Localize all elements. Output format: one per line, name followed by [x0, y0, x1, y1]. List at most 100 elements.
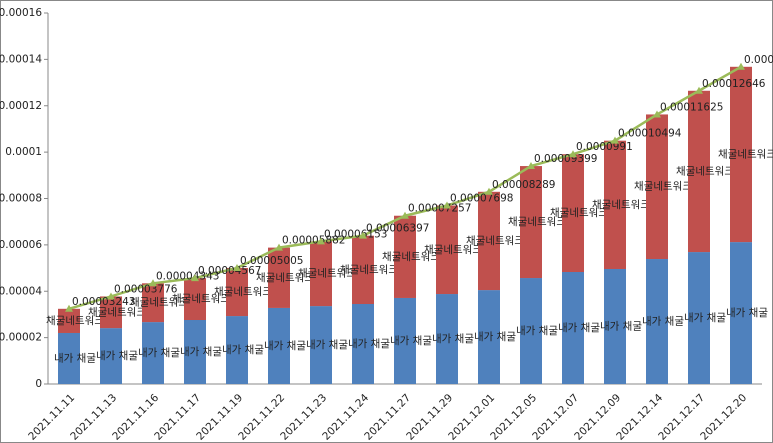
segment-label: 내가 채굴: [726, 307, 768, 319]
line-marker: [653, 110, 661, 118]
y-tick-label: 0.00006: [0, 239, 42, 251]
segment-label: 내가 채굴: [180, 346, 222, 358]
line-value-label: 0.00003243: [72, 296, 135, 308]
bar-segment: [688, 252, 710, 384]
segment-label: 채굴네트워크: [718, 147, 773, 160]
line-marker: [443, 201, 451, 209]
bar-segment: [520, 166, 542, 279]
bar-segment: [100, 328, 122, 384]
segment-label: 채굴네트워크: [130, 296, 188, 309]
bar-segment: [310, 241, 332, 307]
y-tick-label: 0.00016: [0, 7, 42, 19]
line-value-label: 0.00012646: [702, 78, 766, 90]
line-marker: [275, 243, 283, 251]
line-marker: [359, 231, 367, 239]
y-tick-label: 0.00004: [0, 285, 42, 297]
line-marker: [569, 150, 577, 158]
segment-label: 채굴네트워크: [340, 263, 398, 276]
segment-label: 채굴네트워크: [592, 198, 650, 211]
bar-segment: [562, 154, 584, 273]
bar-segment: [142, 283, 164, 323]
segment-label: 채굴네트워크: [172, 292, 230, 305]
y-tick-label: 0: [35, 378, 42, 390]
line-marker: [191, 274, 199, 282]
bar-segment: [100, 296, 122, 329]
line-value-label: 0.00009399: [534, 153, 597, 165]
segment-label: 내가 채굴: [642, 316, 684, 328]
bar-segment: [436, 294, 458, 384]
segment-label: 채굴네트워크: [424, 243, 482, 256]
bar-segment: [268, 307, 290, 384]
line-marker: [149, 279, 157, 287]
segment-label: 채굴네트워크: [298, 267, 356, 280]
segment-label: 채굴네트워크: [214, 285, 272, 298]
line-value-label: 0.00008289: [492, 179, 555, 191]
bar-segment: [352, 304, 374, 384]
segment-label: 채굴네트워크: [550, 206, 608, 219]
bar-segment: [646, 259, 668, 384]
bar-segment: [310, 306, 332, 384]
line-marker: [611, 136, 619, 144]
line-marker: [401, 211, 409, 219]
bar-segment: [730, 66, 752, 243]
bar-segment: [604, 140, 626, 269]
bar-segment: [394, 297, 416, 384]
y-tick-label: 0.00014: [0, 53, 42, 65]
bar-segment: [394, 215, 416, 298]
bar-segment: [478, 191, 500, 291]
line-value-label: 0.00005882: [282, 235, 345, 247]
segment-label: 내가 채굴: [516, 325, 558, 337]
segment-label: 채굴네트워크: [466, 234, 524, 247]
line-value-label: 0.0001368: [744, 54, 773, 66]
bar-segment: [142, 322, 164, 384]
line-value-label: 0.00007698: [450, 193, 513, 205]
segment-label: 내가 채굴: [684, 312, 726, 324]
segment-label: 내가 채굴: [138, 347, 180, 359]
segment-label: 내가 채굴: [264, 340, 306, 352]
segment-label: 채굴네트워크: [634, 180, 692, 193]
bar-segment: [520, 278, 542, 384]
bar-segment: [646, 114, 668, 260]
segment-label: 내가 채굴: [96, 350, 138, 362]
y-tick-label: 0.00002: [0, 332, 42, 344]
y-tick-label: 0.0001: [5, 146, 42, 158]
segment-label: 내가 채굴: [222, 344, 264, 356]
bar-segment: [184, 278, 206, 321]
y-tick-label: 0.00012: [0, 100, 42, 112]
bar-segment: [268, 247, 290, 308]
line-marker: [65, 304, 73, 312]
line-value-label: 0.00003776: [114, 283, 178, 295]
line-value-label: 0.00007257: [408, 203, 471, 215]
segment-label: 내가 채굴: [348, 338, 390, 350]
line-marker: [695, 86, 703, 94]
line-marker: [317, 237, 325, 245]
segment-label: 내가 채굴: [390, 335, 432, 347]
line-marker: [233, 263, 241, 271]
segment-label: 내가 채굴: [474, 331, 516, 343]
bar-segment: [436, 205, 458, 295]
line-marker: [107, 292, 115, 300]
line-value-label: 0.00004567: [198, 265, 261, 277]
bar-segment: [730, 242, 752, 384]
line-value-label: 0.00004343: [156, 270, 219, 282]
bar-segment: [58, 332, 80, 384]
line-value-label: 0.00006397: [366, 223, 429, 235]
line-value-label: 0.00010494: [618, 128, 682, 140]
segment-label: 내가 채굴: [306, 339, 348, 351]
line-value-label: 0.00006153: [324, 228, 387, 240]
bar-segment: [226, 267, 248, 317]
segment-label: 채굴네트워크: [508, 215, 566, 228]
bar-segment: [226, 316, 248, 384]
bar-segment: [478, 290, 500, 384]
bar-segment: [352, 235, 374, 305]
bar-segment: [184, 320, 206, 384]
line-value-label: 0.00005005: [240, 255, 303, 267]
segment-label: 채굴네트워크: [46, 314, 104, 327]
line-marker: [527, 162, 535, 170]
segment-label: 내가 채굴: [558, 322, 600, 334]
line-marker: [485, 187, 493, 195]
bar-segment: [604, 268, 626, 384]
y-tick-label: 0.00008: [0, 193, 42, 205]
segment-label: 채굴네트워크: [676, 164, 734, 177]
